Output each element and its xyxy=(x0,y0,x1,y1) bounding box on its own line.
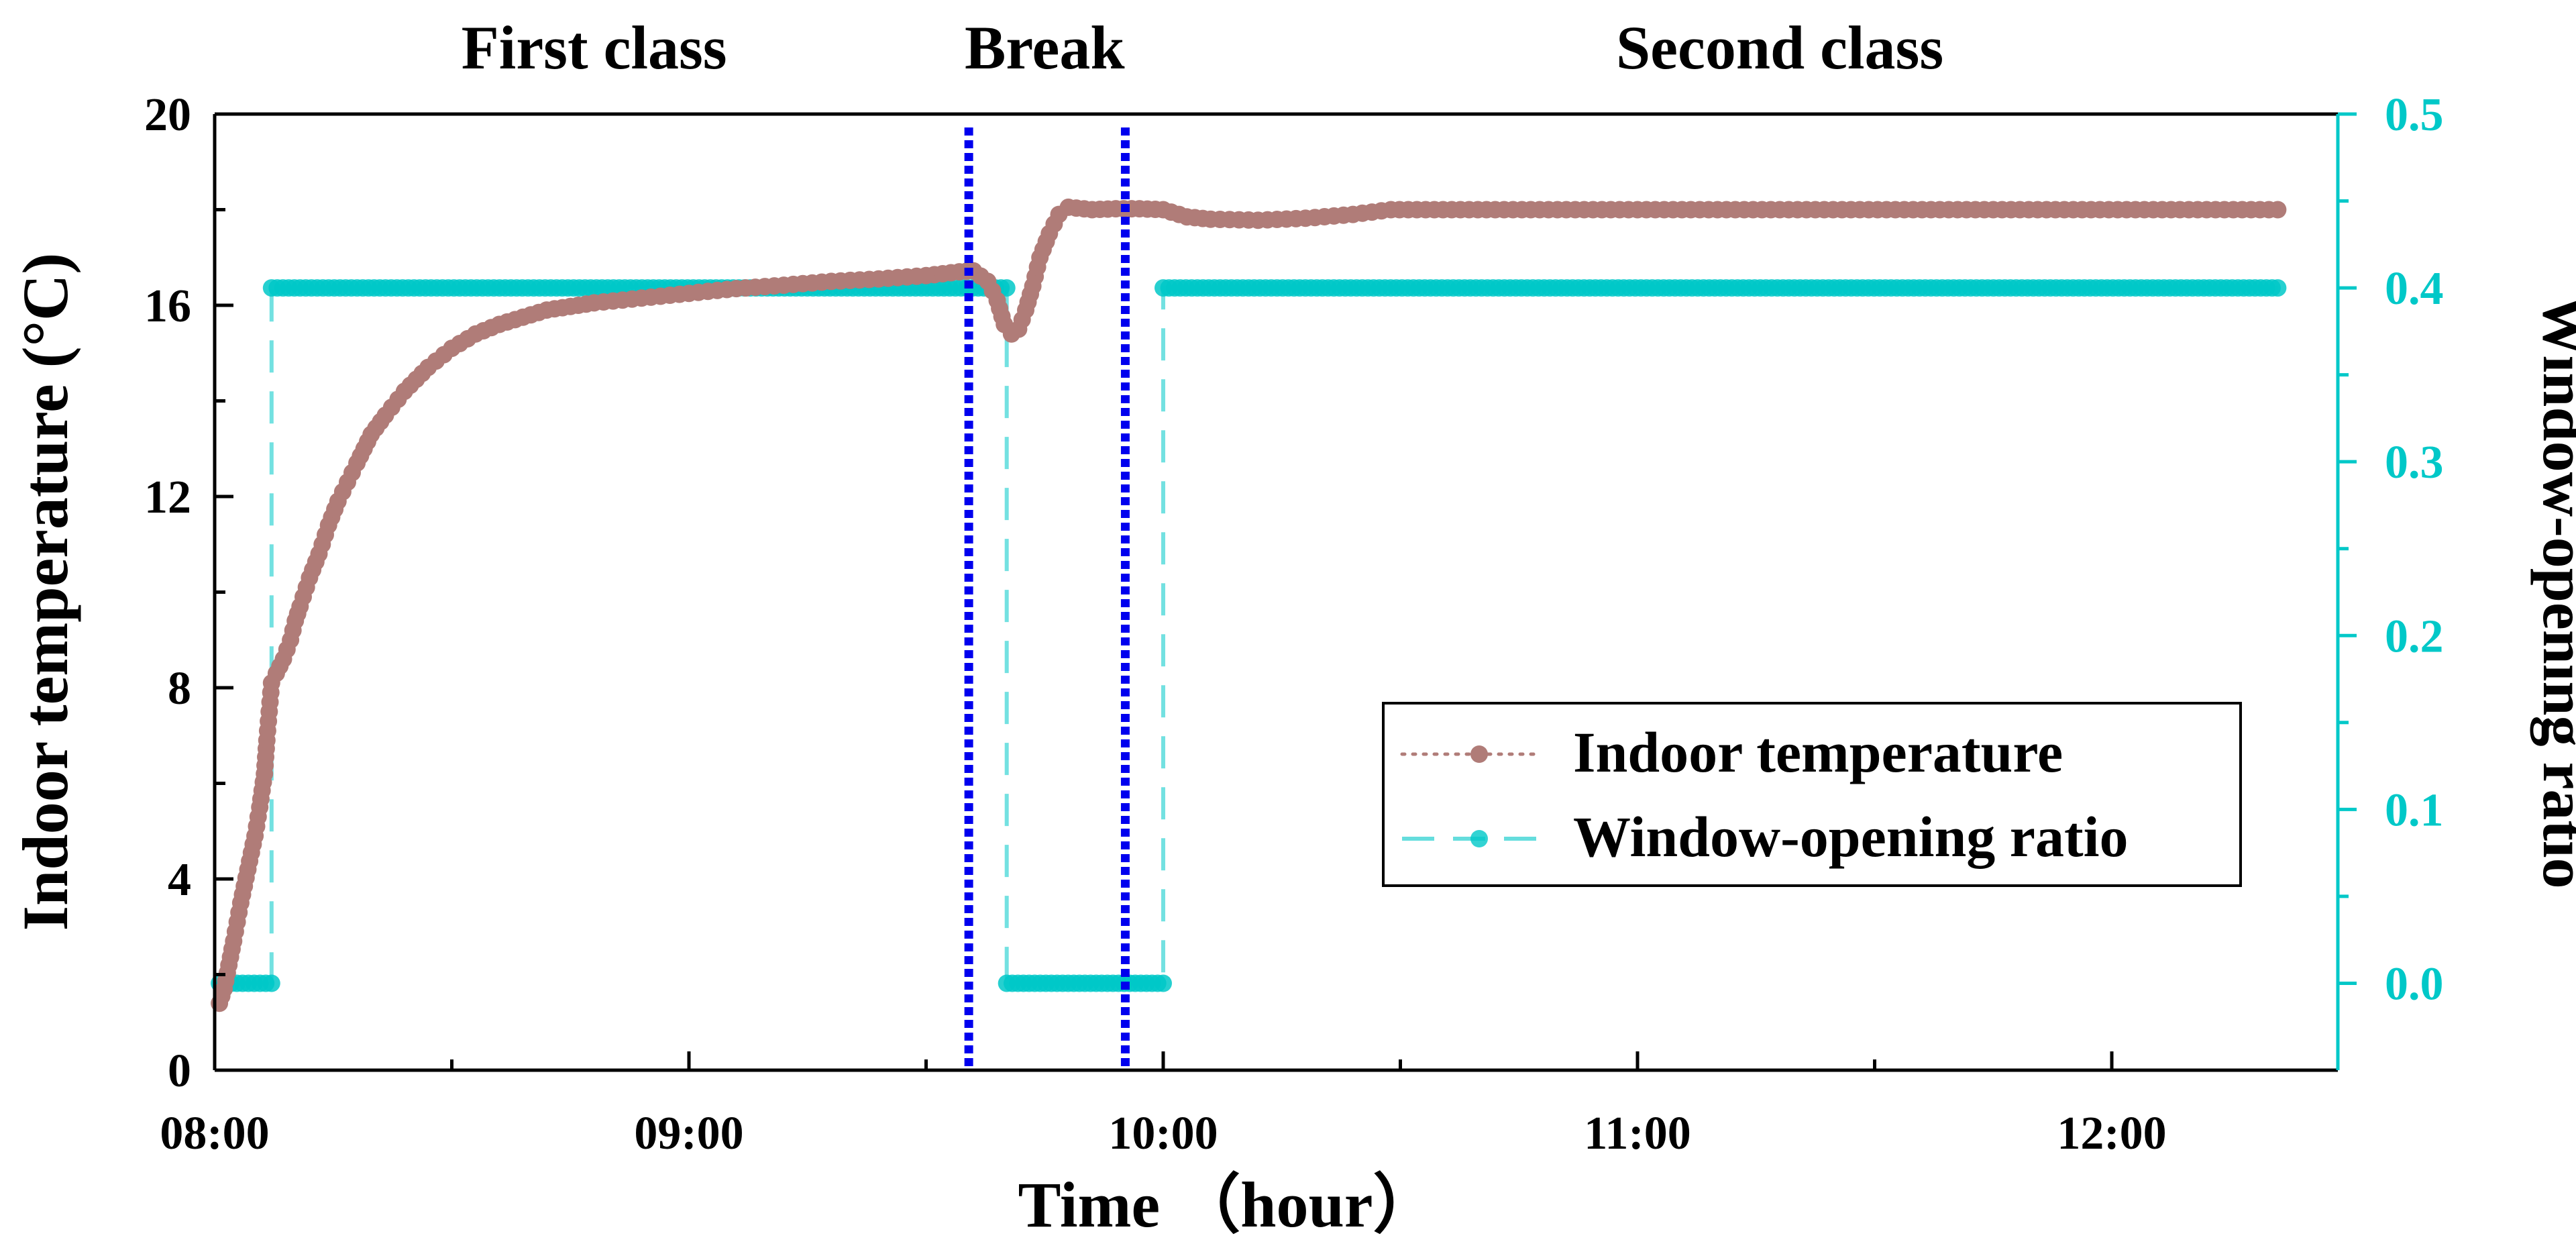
x-tick-label: 08:00 xyxy=(160,1108,269,1159)
y-right-tick-label: 0.1 xyxy=(2385,784,2444,836)
legend-box xyxy=(1382,702,2242,887)
legend: Indoor temperature Window-opening ratio xyxy=(1382,702,2242,887)
y-left-tick-label: 16 xyxy=(144,280,191,332)
y-left-tick-label: 4 xyxy=(168,854,191,906)
legend-dot-indoor-temperature xyxy=(1470,745,1488,763)
period-labels: First class Break Second class xyxy=(462,13,1944,82)
axes: 0 4 8 12 16 20 0.0 0.1 0.2 0.3 0.4 0.5 08:00 09:00 10:… xyxy=(144,89,2444,1159)
legend-marker-indoor-temperature xyxy=(1400,745,1538,763)
legend-label-indoor-temperature: Indoor temperature xyxy=(1573,720,2063,784)
window-ratio-point xyxy=(998,279,1016,297)
x-tick-label: 11:00 xyxy=(1584,1108,1690,1159)
series-markers-indoor-temperature xyxy=(211,198,2287,1012)
x-tick-label: 09:00 xyxy=(634,1108,743,1159)
window-ratio-point xyxy=(262,974,280,992)
temperature-point xyxy=(2269,201,2287,219)
y-right-tick-label: 0.0 xyxy=(2385,958,2444,1010)
window-ratio-point xyxy=(2269,279,2287,297)
y-left-tick-label: 0 xyxy=(168,1045,191,1097)
series-line-window-opening-ratio xyxy=(219,286,2278,986)
y-left-tick-label: 12 xyxy=(144,472,191,523)
period-label-second-class: Second class xyxy=(1616,13,1943,82)
y-left-tick-label: 8 xyxy=(168,663,191,715)
y-right-tick-label: 0.5 xyxy=(2385,89,2444,141)
y-left-tick-label: 20 xyxy=(144,89,191,141)
x-tick-label: 10:00 xyxy=(1108,1108,1218,1159)
period-label-break: Break xyxy=(965,13,1125,82)
y-right-tick-label: 0.4 xyxy=(2385,263,2444,315)
y-right-tick-label: 0.2 xyxy=(2385,611,2444,662)
x-axis-title: Time （hour） xyxy=(1018,1169,1438,1241)
window-ratio-point xyxy=(1155,974,1172,992)
y-right-tick-label: 0.3 xyxy=(2385,437,2444,488)
legend-dot-window-opening-ratio xyxy=(1470,830,1488,847)
legend-label-window-opening-ratio: Window-opening ratio xyxy=(1573,804,2129,869)
y-axis-left-title: Indoor temperature (°C) xyxy=(9,253,81,931)
legend-marker-window-opening-ratio xyxy=(1402,830,1536,847)
plot-frame xyxy=(213,112,2340,1072)
series-layer xyxy=(211,198,2287,1012)
period-label-first-class: First class xyxy=(462,13,727,82)
x-tick-label: 12:00 xyxy=(2057,1108,2166,1159)
y-axis-right-title: Window-opening ratio xyxy=(2530,295,2576,888)
period-dividers xyxy=(964,127,1130,1070)
